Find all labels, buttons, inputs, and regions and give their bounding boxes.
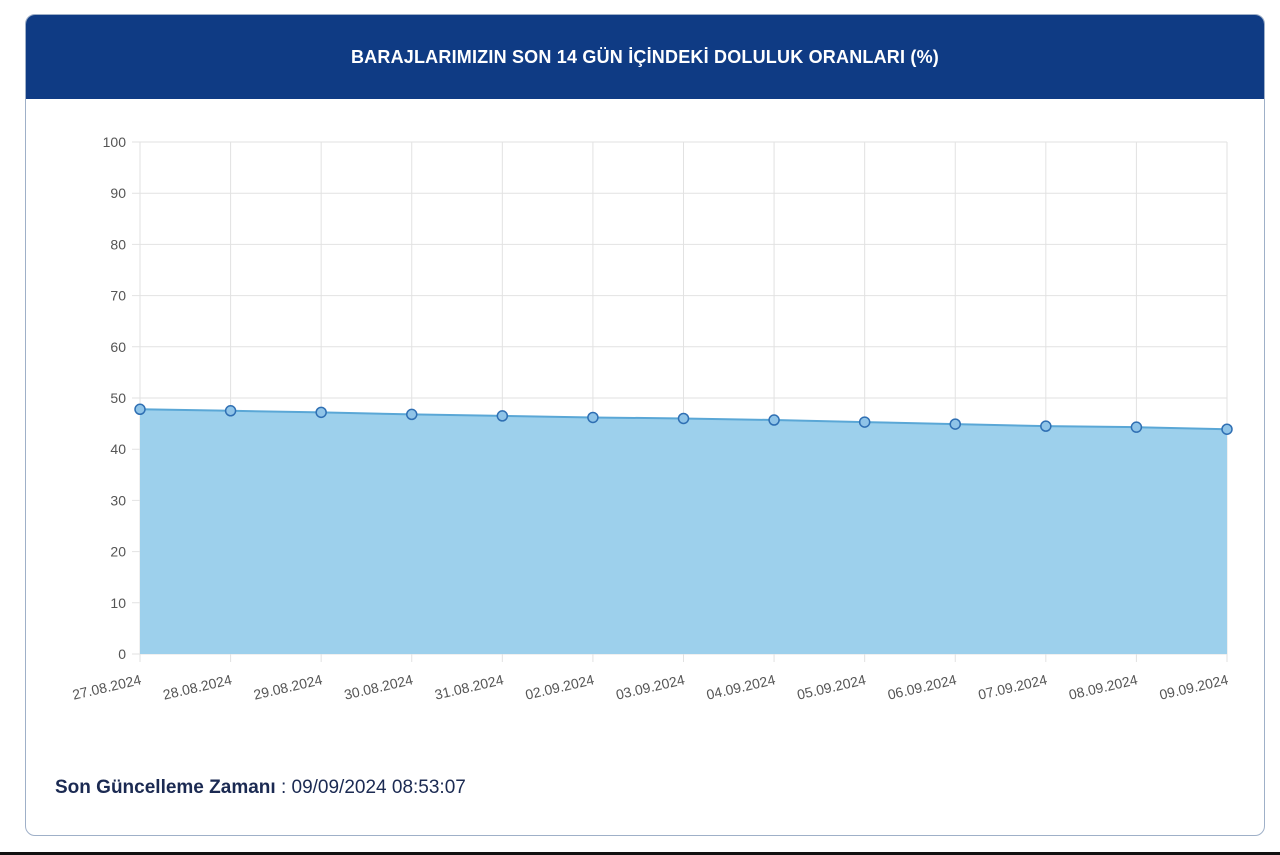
- y-tick-label: 90: [110, 185, 126, 201]
- x-tick-label: 02.09.2024: [524, 671, 596, 702]
- y-tick-label: 50: [110, 390, 126, 406]
- series-area: [140, 409, 1227, 654]
- data-point: [1130, 421, 1143, 433]
- x-tick-label: 29.08.2024: [252, 671, 324, 702]
- data-point: [315, 406, 327, 419]
- x-tick-labels: 27.08.2024 28.08.2024 29.08.2024 30.08.2024…: [71, 671, 1230, 702]
- y-tick-labels: 0 10 20 30 40 50 60 70 80 90 100: [103, 134, 127, 662]
- y-tick-label: 100: [103, 134, 127, 150]
- data-point: [1040, 420, 1052, 432]
- y-tick-label: 0: [118, 646, 126, 662]
- x-tick-label: 31.08.2024: [433, 671, 505, 702]
- x-tick-label: 04.09.2024: [705, 671, 777, 702]
- x-tick-label: 08.09.2024: [1067, 671, 1139, 702]
- point-layer: [134, 403, 1233, 435]
- x-tick-label: 07.09.2024: [977, 671, 1049, 702]
- data-point: [949, 418, 961, 430]
- x-tick-label: 27.08.2024: [71, 671, 143, 702]
- x-tick-label: 28.08.2024: [161, 671, 233, 702]
- last-update-value: 09/09/2024 08:53:07: [291, 777, 466, 798]
- x-tick-label: 03.09.2024: [614, 671, 686, 702]
- x-tick-label: 09.09.2024: [1158, 671, 1230, 702]
- data-point: [224, 405, 237, 417]
- data-point: [496, 410, 509, 422]
- data-point: [587, 411, 599, 424]
- y-tick-label: 60: [110, 339, 126, 355]
- y-tick-label: 20: [110, 544, 126, 560]
- data-point: [406, 408, 418, 421]
- last-update-separator: :: [275, 777, 292, 798]
- chart-card: BARAJLARIMIZIN SON 14 GÜN İÇİNDEKİ DOLUL…: [25, 14, 1265, 836]
- last-update: Son Güncelleme Zamanı : 09/09/2024 08:53…: [55, 777, 466, 799]
- chart-title: BARAJLARIMIZIN SON 14 GÜN İÇİNDEKİ DOLUL…: [350, 46, 939, 67]
- x-tick-label: 05.09.2024: [795, 671, 867, 702]
- data-point: [768, 414, 780, 426]
- x-tick-label: 30.08.2024: [343, 671, 415, 702]
- last-update-label: Son Güncelleme Zamanı: [55, 777, 276, 798]
- dam-occupancy-area-chart: 0 10 20 30 40 50 60 70 80 90 100 27.08.2024 28.08.2…: [71, 134, 1233, 703]
- area-layer: [139, 408, 1228, 654]
- data-point: [858, 416, 871, 428]
- data-point: [1221, 423, 1233, 435]
- chart-header: BARAJLARIMIZIN SON 14 GÜN İÇİNDEKİ DOLUL…: [26, 15, 1264, 99]
- x-tick-label: 06.09.2024: [886, 671, 958, 702]
- y-tick-label: 80: [110, 236, 126, 252]
- y-tick-label: 10: [110, 595, 126, 611]
- bottom-divider: [0, 852, 1280, 855]
- data-point: [134, 403, 146, 416]
- data-point: [677, 412, 690, 425]
- y-tick-label: 70: [110, 288, 126, 304]
- y-tick-label: 40: [110, 441, 126, 457]
- y-tick-label: 30: [110, 492, 126, 508]
